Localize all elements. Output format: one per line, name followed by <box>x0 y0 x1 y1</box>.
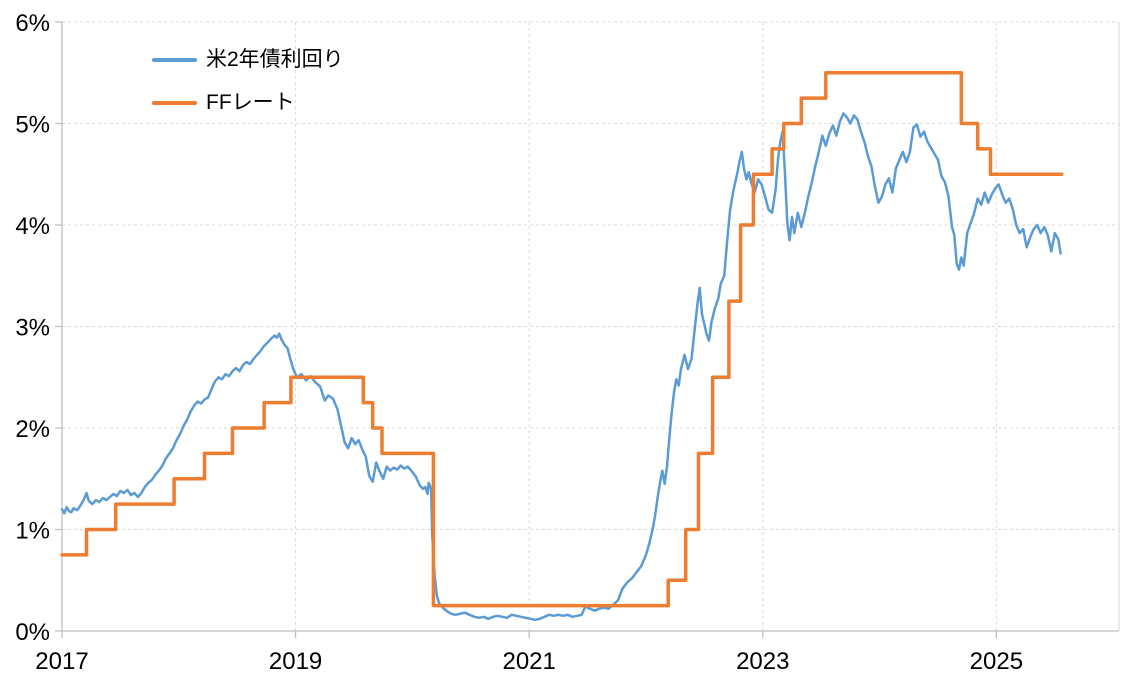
legend-item-us2y-yield: 米2年債利回り <box>152 47 344 73</box>
x-axis-label-2017: 2017 <box>35 648 88 675</box>
x-axis-label-2019: 2019 <box>269 648 322 675</box>
ff-rate-line-swatch <box>152 101 197 105</box>
us-2y-yield-line <box>60 112 1062 622</box>
legend-item-ff-rate: FFレート <box>152 90 344 116</box>
ff-rate-line <box>60 71 1064 608</box>
legend-label-us2y-yield: 米2年債利回り <box>206 48 344 71</box>
legend-label-ff-rate: FFレート <box>206 91 295 114</box>
y-axis-label-2: 2% <box>15 416 50 443</box>
y-axis-label-3: 3% <box>15 315 50 342</box>
y-axis-label-1: 1% <box>15 518 50 545</box>
x-axis-label-2025: 2025 <box>970 648 1023 675</box>
x-axis-label-2023: 2023 <box>736 648 789 675</box>
y-axis-label-5: 5% <box>15 112 50 139</box>
axes <box>55 21 1119 638</box>
y-axis-label-4: 4% <box>15 213 50 240</box>
axis-labels: 0% 1% 2% 3% 4% 5% 6% 2017 2019 2021 2023 2025 <box>15 10 1023 675</box>
x-axis-label-2021: 2021 <box>502 648 555 675</box>
y-axis-label-0: 0% <box>15 619 50 646</box>
chart-legend: 米2年債利回り FFレート <box>152 47 344 116</box>
y-axis-label-6: 6% <box>15 10 50 37</box>
us2y-yield-line-swatch <box>152 58 197 62</box>
